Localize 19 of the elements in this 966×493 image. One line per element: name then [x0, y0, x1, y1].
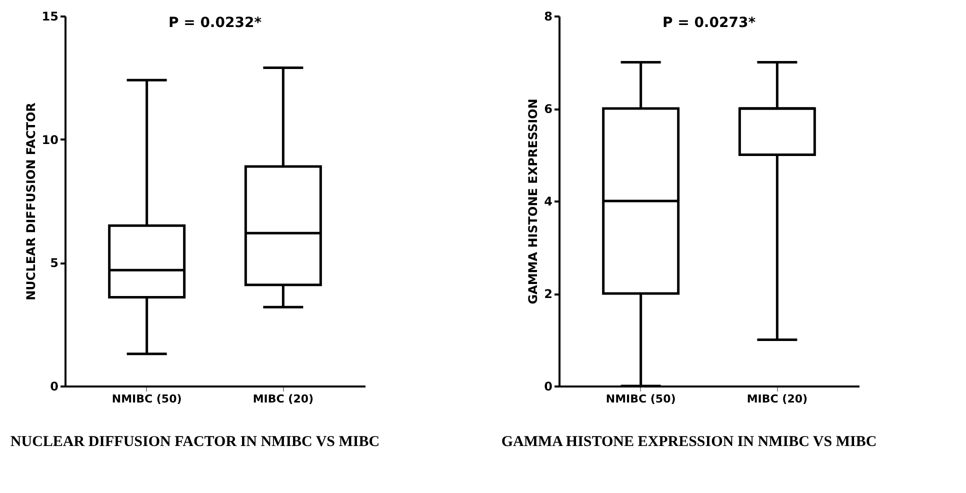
- chart-title: P = 0.0273*: [662, 15, 756, 31]
- y-tick-label: 6: [544, 102, 552, 116]
- y-tick-label: 5: [50, 256, 58, 270]
- y-tick-label: 2: [544, 287, 552, 301]
- x-tick-label: MIBC (20): [746, 392, 808, 406]
- x-tick-label: NMIBC (50): [606, 392, 676, 406]
- x-tick-label: MIBC (20): [252, 392, 314, 406]
- chart-title: P = 0.0232*: [168, 15, 262, 31]
- y-axis-title: NUCLEAR DIFFUSION FACTOR: [24, 102, 38, 300]
- y-tick-label: 4: [544, 194, 552, 208]
- y-tick-label: 10: [42, 132, 58, 147]
- y-tick-label: 15: [42, 10, 58, 24]
- text: NUCLEAR DIFFUSION FACTOR IN NMIBC VS MIBC: [10, 434, 380, 450]
- y-tick-label: 0: [544, 380, 552, 394]
- text: GAMMA HISTONE EXPRESSION IN NMIBC VS MIBC: [501, 434, 877, 450]
- y-axis-title: GAMMA HISTONE EXPRESSION: [526, 98, 540, 304]
- x-tick-label: NMIBC (50): [112, 392, 182, 406]
- y-tick-label: 0: [50, 380, 58, 394]
- y-tick-label: 8: [544, 10, 552, 24]
